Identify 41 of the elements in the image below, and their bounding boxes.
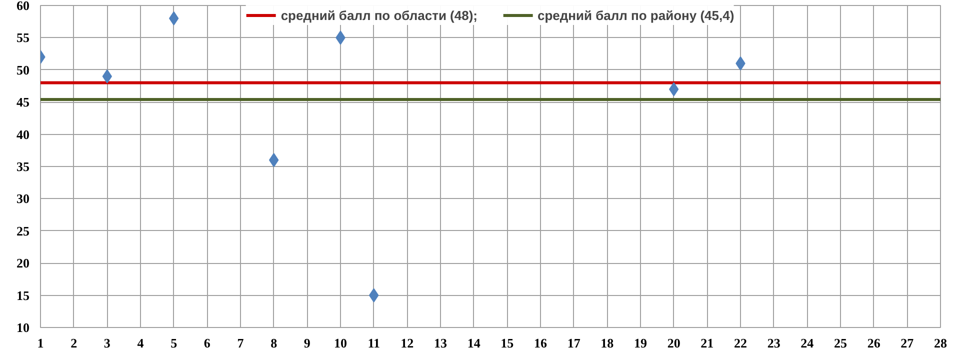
y-tick-label: 35 [16, 159, 30, 174]
x-tick-label: 13 [434, 336, 448, 350]
x-tick-label: 28 [934, 336, 948, 350]
x-tick-label: 4 [137, 336, 144, 350]
x-tick-label: 21 [700, 336, 714, 350]
x-tick-label: 5 [170, 336, 178, 350]
x-tick-label: 17 [567, 336, 581, 350]
x-tick-label: 12 [400, 336, 414, 350]
x-tick-label: 11 [368, 336, 380, 350]
x-tick-label: 22 [734, 336, 747, 350]
legend-label: средний балл по области (48); [280, 8, 478, 22]
y-tick-label: 45 [16, 94, 30, 110]
x-tick-label: 2 [70, 336, 78, 350]
x-tick-label: 18 [600, 336, 614, 350]
x-tick-label: 1 [37, 336, 44, 350]
y-tick-label: 15 [16, 288, 30, 303]
x-tick-label: 20 [667, 336, 680, 350]
x-tick-label: 26 [867, 336, 881, 350]
y-tick-label: 25 [16, 223, 30, 238]
x-tick-label: 19 [634, 336, 648, 350]
x-tick-label: 3 [104, 336, 111, 350]
x-tick-label: 6 [204, 336, 211, 350]
legend-label: средний балл по району (45,4) [538, 8, 734, 22]
x-tick-label: 7 [237, 336, 244, 350]
x-tick-label: 8 [270, 336, 278, 350]
x-tick-label: 24 [800, 336, 814, 350]
x-tick-label: 14 [467, 336, 481, 350]
y-tick-label: 10 [16, 320, 30, 335]
x-tick-label: 15 [500, 336, 514, 350]
y-tick-label: 30 [16, 191, 30, 206]
y-tick-label: 50 [16, 62, 30, 78]
x-tick-label: 10 [334, 336, 347, 350]
x-tick-label: 25 [834, 336, 848, 350]
x-tick-label: 16 [534, 336, 548, 350]
x-tick-label: 23 [767, 336, 781, 350]
y-tick-label: 20 [16, 256, 30, 271]
y-tick-label: 60 [16, 0, 30, 13]
x-tick-label: 27 [900, 336, 914, 350]
y-tick-label: 55 [16, 30, 30, 46]
x-tick-label: 9 [304, 336, 311, 350]
y-tick-label: 40 [16, 126, 30, 142]
